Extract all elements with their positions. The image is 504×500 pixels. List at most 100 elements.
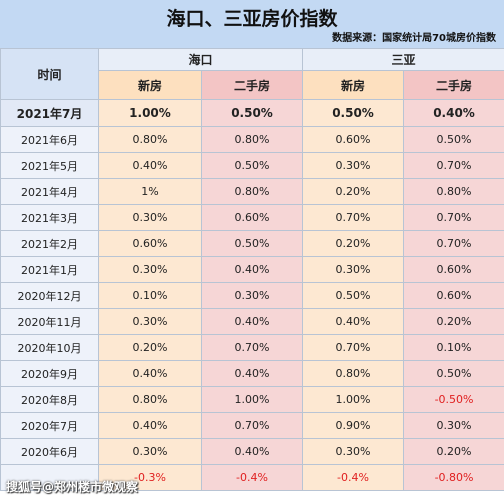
sanya-new-cell: 0.40%	[302, 308, 405, 335]
haikou-old-cell: 0.70%	[200, 412, 304, 439]
haikou-new-cell: 0.20%	[98, 334, 202, 361]
haikou-new-cell: 0.60%	[98, 230, 202, 257]
sanya-old-cell: 0.20%	[403, 438, 504, 465]
haikou-old-cell: 0.40%	[200, 308, 304, 335]
month-cell: 2021年5月	[0, 152, 99, 179]
haikou-new-cell: 0.30%	[98, 204, 202, 231]
data-source: 数据来源：国家统计局70城房价指数	[332, 33, 496, 44]
sanya-old-header: 二手房	[403, 70, 504, 100]
haikou-new-cell: 0.30%	[98, 438, 202, 465]
haikou-new-cell: -0.3%	[98, 464, 202, 491]
sanya-old-cell: 0.10%	[403, 334, 504, 361]
sanya-new-cell: 0.30%	[302, 438, 405, 465]
table-row: 2021年3月 0.30% 0.60% 0.70% 0.70%	[0, 204, 504, 231]
table-row: 2021年6月 0.80% 0.80% 0.60% 0.50%	[0, 126, 504, 153]
table-row: 2020年7月 0.40% 0.70% 0.90% 0.30%	[0, 412, 504, 439]
sanya-old-cell: 0.40%	[403, 99, 504, 127]
sanya-new-cell: 0.90%	[302, 412, 405, 439]
sanya-old-cell: 0.70%	[403, 230, 504, 257]
month-cell: 2021年6月	[0, 126, 99, 153]
sanya-new-cell: 1.00%	[302, 386, 405, 413]
table-row: 2020年6月 0.30% 0.40% 0.30% 0.20%	[0, 438, 504, 465]
month-cell: 2021年2月	[0, 230, 99, 257]
sanya-new-cell: 0.20%	[302, 178, 405, 205]
sanya-new-cell: 0.30%	[302, 256, 405, 283]
haikou-old-cell: 0.50%	[200, 99, 304, 127]
sanya-old-cell: 0.60%	[403, 282, 504, 309]
sanya-old-cell: -0.80%	[403, 464, 504, 491]
sanya-old-cell: 0.20%	[403, 308, 504, 335]
haikou-old-cell: 0.50%	[200, 230, 304, 257]
table-row: -0.3% -0.4% -0.4% -0.80%	[0, 464, 504, 491]
haikou-new-cell: 0.30%	[98, 308, 202, 335]
month-cell: 2020年9月	[0, 360, 99, 387]
city-header-sanya: 三亚	[302, 48, 504, 71]
haikou-old-cell: 1.00%	[200, 386, 304, 413]
sanya-new-cell: 0.50%	[302, 282, 405, 309]
sanya-new-header: 新房	[302, 70, 405, 100]
sanya-new-cell: -0.4%	[302, 464, 405, 491]
haikou-new-cell: 0.30%	[98, 256, 202, 283]
sanya-old-cell: -0.50%	[403, 386, 504, 413]
haikou-new-cell: 1%	[98, 178, 202, 205]
sanya-old-cell: 0.70%	[403, 204, 504, 231]
page-title: 海口、三亚房价指数	[166, 8, 338, 30]
month-cell: 2021年4月	[0, 178, 99, 205]
sanya-old-cell: 0.60%	[403, 256, 504, 283]
haikou-old-cell: 0.40%	[200, 256, 304, 283]
table-row: 2020年8月 0.80% 1.00% 1.00% -0.50%	[0, 386, 504, 413]
sanya-new-cell: 0.30%	[302, 152, 405, 179]
table-row: 2020年9月 0.40% 0.40% 0.80% 0.50%	[0, 360, 504, 387]
table-row: 2020年12月 0.10% 0.30% 0.50% 0.60%	[0, 282, 504, 309]
haikou-old-cell: -0.4%	[200, 464, 304, 491]
sanya-old-cell: 0.50%	[403, 126, 504, 153]
time-header: 时间	[0, 48, 99, 100]
table-row: 2020年11月 0.30% 0.40% 0.40% 0.20%	[0, 308, 504, 335]
haikou-new-cell: 0.80%	[98, 386, 202, 413]
haikou-new-cell: 0.40%	[98, 152, 202, 179]
month-cell: 2020年8月	[0, 386, 99, 413]
sanya-old-cell: 0.50%	[403, 360, 504, 387]
sanya-new-cell: 0.60%	[302, 126, 405, 153]
haikou-new-cell: 0.10%	[98, 282, 202, 309]
month-cell	[0, 464, 99, 491]
table-row: 2021年4月 1% 0.80% 0.20% 0.80%	[0, 178, 504, 205]
table-row: 2020年10月 0.20% 0.70% 0.70% 0.10%	[0, 334, 504, 361]
city-header-haikou: 海口	[97, 48, 304, 71]
haikou-old-cell: 0.40%	[200, 360, 304, 387]
haikou-new-header: 新房	[98, 70, 202, 100]
table-row: 2021年1月 0.30% 0.40% 0.30% 0.60%	[0, 256, 504, 283]
haikou-old-header: 二手房	[200, 70, 304, 100]
haikou-old-cell: 0.30%	[200, 282, 304, 309]
sanya-new-cell: 0.20%	[302, 230, 405, 257]
haikou-new-cell: 0.40%	[98, 412, 202, 439]
sanya-old-cell: 0.80%	[403, 178, 504, 205]
haikou-old-cell: 0.80%	[200, 178, 304, 205]
sanya-new-cell: 0.70%	[302, 334, 405, 361]
haikou-new-cell: 0.40%	[98, 360, 202, 387]
month-cell: 2020年11月	[0, 308, 99, 335]
haikou-old-cell: 0.50%	[200, 152, 304, 179]
sanya-new-cell: 0.80%	[302, 360, 405, 387]
haikou-old-cell: 0.60%	[200, 204, 304, 231]
haikou-old-cell: 0.70%	[200, 334, 304, 361]
table-row: 2021年2月 0.60% 0.50% 0.20% 0.70%	[0, 230, 504, 257]
month-cell: 2021年7月	[0, 99, 99, 127]
table-row: 2021年7月 1.00% 0.50% 0.50% 0.40%	[0, 99, 504, 127]
month-cell: 2020年10月	[0, 334, 99, 361]
sanya-old-cell: 0.70%	[403, 152, 504, 179]
haikou-new-cell: 1.00%	[98, 99, 202, 127]
table-body: 2021年7月 1.00% 0.50% 0.50% 0.40% 2021年6月 0.80% 0…	[0, 99, 504, 491]
haikou-new-cell: 0.80%	[98, 126, 202, 153]
sanya-new-cell: 0.70%	[302, 204, 405, 231]
price-index-table: 时间 海口 三亚 新房 二手房 新房 二手房 2021年7月 1.00% 0.50%…	[0, 48, 504, 491]
sanya-old-cell: 0.30%	[403, 412, 504, 439]
month-cell: 2020年6月	[0, 438, 99, 465]
month-cell: 2021年3月	[0, 204, 99, 231]
haikou-old-cell: 0.80%	[200, 126, 304, 153]
table-row: 2021年5月 0.40% 0.50% 0.30% 0.70%	[0, 152, 504, 179]
haikou-old-cell: 0.40%	[200, 438, 304, 465]
month-cell: 2020年12月	[0, 282, 99, 309]
month-cell: 2021年1月	[0, 256, 99, 283]
